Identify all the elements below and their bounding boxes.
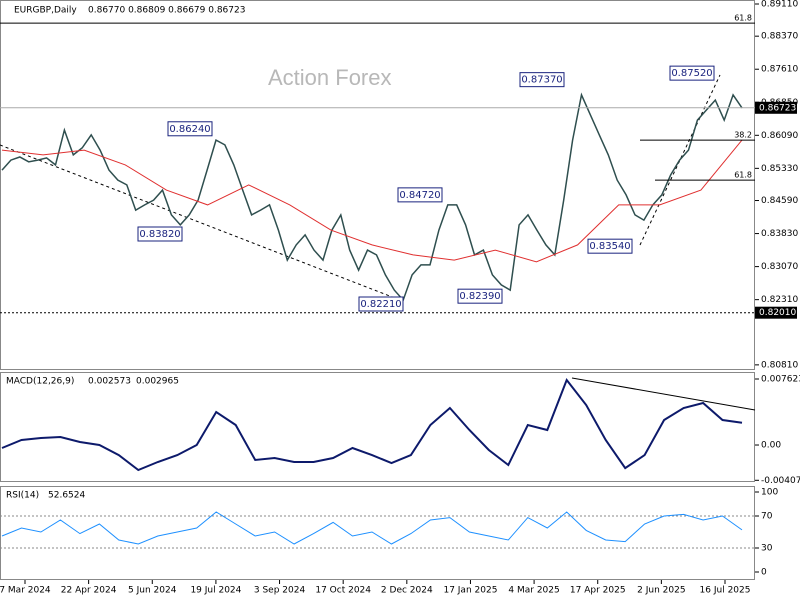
series-line bbox=[1, 92, 743, 302]
series-line bbox=[1, 139, 743, 263]
annotation-label: 0.83540 bbox=[589, 241, 630, 252]
annotation-label: 0.82390 bbox=[459, 291, 500, 302]
y-tick-label: 0.86090 bbox=[761, 131, 798, 141]
x-tick-label: 5 Jun 2024 bbox=[128, 586, 177, 596]
y-tick-label: 0.87610 bbox=[761, 65, 798, 75]
x-tick-label: 2 Dec 2024 bbox=[381, 586, 433, 596]
annotation-box bbox=[519, 72, 565, 88]
price-box bbox=[755, 101, 797, 114]
x-tick-label: 2 Jun 2025 bbox=[637, 586, 685, 596]
x-tick-label: 4 Mar 2025 bbox=[508, 586, 559, 596]
series-line bbox=[1, 377, 743, 472]
annotation-label: 0.86240 bbox=[169, 124, 210, 135]
annotation-label: 0.87370 bbox=[521, 75, 562, 86]
annotation-box bbox=[397, 187, 443, 203]
main-panel bbox=[0, 0, 755, 370]
y-tick-label: 0 bbox=[761, 568, 767, 578]
fib-label: 38.2 bbox=[734, 131, 752, 140]
y-tick-label: 0.82310 bbox=[761, 295, 798, 305]
annotation-box bbox=[669, 65, 715, 81]
x-tick-label: 19 Jul 2024 bbox=[190, 586, 241, 596]
macd-title: MACD(12,26,9) bbox=[6, 377, 74, 387]
y-tick-label: 0.83070 bbox=[761, 262, 798, 272]
watermark: Action Forex bbox=[268, 65, 392, 90]
annotation-label: 0.87520 bbox=[671, 68, 712, 79]
x-tick-label: 22 Apr 2024 bbox=[61, 586, 117, 596]
y-tick-label: 70 bbox=[761, 512, 773, 522]
rsi-panel bbox=[0, 486, 755, 580]
annotation-box bbox=[358, 296, 404, 312]
annotation-box bbox=[167, 121, 213, 137]
annotation-box bbox=[587, 238, 633, 254]
y-tick-label: 0.85330 bbox=[761, 164, 798, 174]
series-line bbox=[1, 511, 743, 545]
y-tick-label: 0.88370 bbox=[761, 32, 798, 42]
annotation-box bbox=[137, 226, 183, 242]
y-tick-label: 0.84590 bbox=[761, 196, 798, 206]
macd-panel bbox=[0, 372, 755, 482]
macd-reading: 0.002573 bbox=[88, 377, 131, 387]
header-values: 0.86770 0.86809 0.86679 0.86723 bbox=[88, 6, 245, 16]
annotation-box bbox=[457, 288, 503, 304]
x-tick-label: 17 Jan 2025 bbox=[443, 586, 497, 596]
x-tick-label: 16 Jul 2025 bbox=[700, 586, 751, 596]
y-tick-label: 0.00 bbox=[761, 441, 781, 451]
rsi-reading: 52.6524 bbox=[48, 491, 85, 501]
support-box bbox=[755, 306, 797, 319]
support-label: 0.82010 bbox=[759, 308, 796, 318]
x-tick-label: 17 Apr 2025 bbox=[570, 586, 626, 596]
fib-label: 61.8 bbox=[734, 171, 752, 180]
y-tick-label: 0.80810 bbox=[761, 360, 798, 370]
x-tick-label: 3 Sep 2024 bbox=[254, 586, 306, 596]
fib-label: 61.8 bbox=[734, 14, 752, 23]
chart-title: EURGBP,Daily bbox=[14, 6, 77, 16]
annotation-label: 0.82210 bbox=[360, 299, 401, 310]
y-tick-label: 0.83830 bbox=[761, 229, 798, 239]
annotation-label: 0.83820 bbox=[139, 229, 180, 240]
trendline bbox=[639, 74, 721, 246]
x-tick-label: 17 Oct 2024 bbox=[315, 586, 371, 596]
annotation-label: 0.84720 bbox=[399, 190, 440, 201]
x-tick-label: 7 Mar 2024 bbox=[0, 586, 51, 596]
price-label: 0.86723 bbox=[759, 103, 796, 113]
y-tick-label: 30 bbox=[761, 544, 773, 554]
rsi-title: RSI(14) bbox=[6, 491, 39, 501]
y-tick-label: 0.89110 bbox=[761, 0, 798, 10]
y-tick-label: 0.007623 bbox=[761, 374, 800, 384]
y-tick-label: 100 bbox=[761, 488, 778, 498]
macd-trendline bbox=[571, 377, 756, 411]
y-tick-label: -0.004073 bbox=[761, 476, 800, 486]
macd-reading: 0.002965 bbox=[136, 377, 179, 387]
